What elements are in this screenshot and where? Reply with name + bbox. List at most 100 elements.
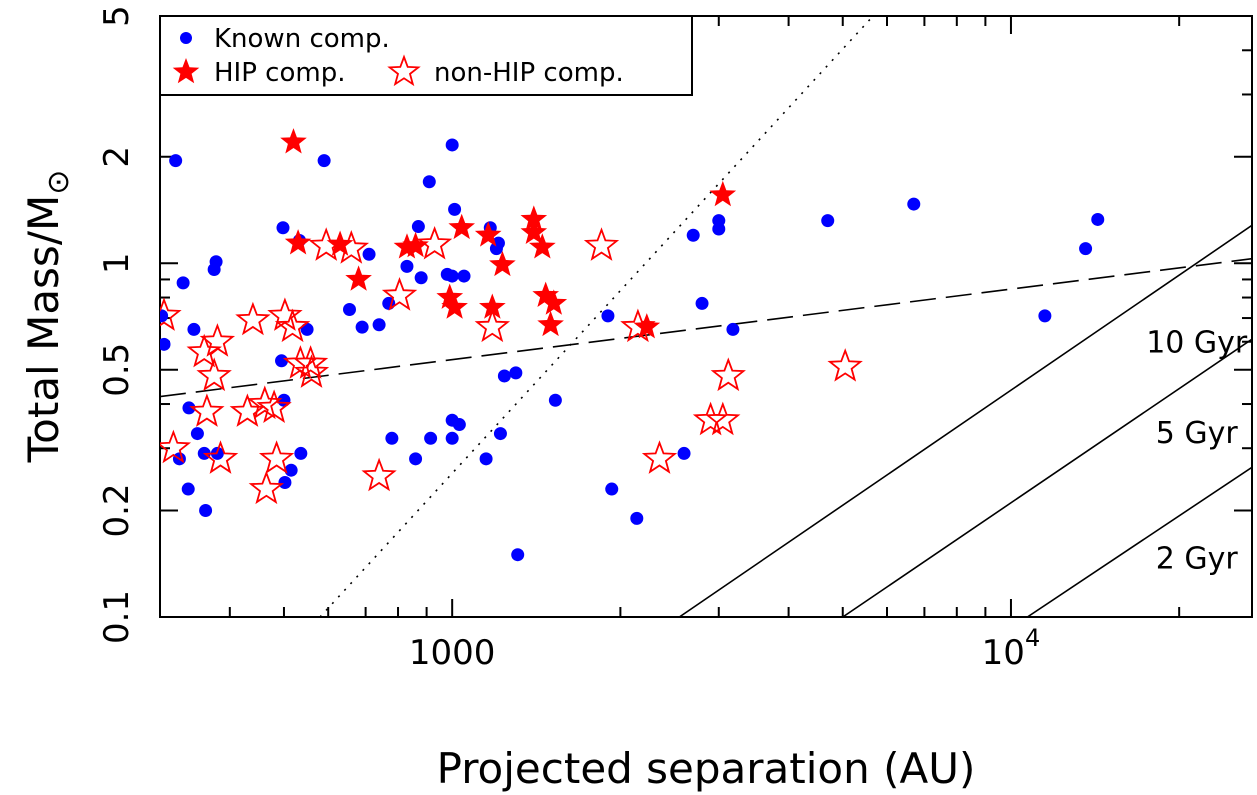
known-comp-point [445, 138, 459, 152]
legend-nonhip-marker [387, 54, 421, 87]
non-hip-comp-point [293, 354, 330, 388]
known-comp-point [457, 269, 471, 283]
non-hip-comp-point [256, 389, 292, 423]
non-hip-comp-point [474, 308, 511, 343]
known-comp-point [209, 255, 223, 269]
non-hip-comp-point [258, 440, 295, 474]
known-comp-point [176, 276, 190, 290]
hip-comp-point [489, 250, 516, 277]
hip-comp-point [479, 293, 506, 319]
y-tick-label: 2 [97, 146, 137, 168]
known-comp-point [400, 259, 414, 273]
known-comp-point [630, 511, 644, 525]
y-tick-label: 1 [97, 252, 137, 274]
known-comp-point [187, 322, 201, 336]
legend: Known comp. HIP comp. non-HIP comp. [159, 15, 693, 96]
known-comp-point [411, 220, 425, 234]
known-comp-point [1091, 212, 1105, 226]
non-hip-comp-point [333, 230, 370, 264]
tick-marks [159, 15, 1252, 618]
hip-comp-point [540, 289, 568, 315]
hip-comp-point [520, 218, 548, 244]
non-hip-comp-point [381, 277, 418, 311]
known-comp-point [160, 309, 169, 323]
non-hip-comp-point [292, 345, 329, 379]
hip-comp-point [537, 310, 564, 337]
tick-labels: 0.1 0.2 0.5 1 2 5 1000 104 [97, 5, 1040, 673]
non-hip-comp-point [199, 323, 236, 357]
known-comp-point [276, 221, 290, 235]
x-tick-label-base: 1000 [409, 633, 496, 673]
known-comp-point [199, 504, 213, 518]
y-axis-label: Total Mass/M⊙ [19, 170, 76, 464]
non-hip-comp-point [267, 297, 303, 331]
known-comp-point [548, 393, 562, 407]
non-hip-comp-point [248, 470, 285, 505]
line-labels: 10 Gyr 5 Gyr 2 Gyr [1146, 325, 1248, 576]
known-comp-point [275, 354, 289, 368]
non-hip-comp-point [196, 357, 232, 392]
known-comp-point [491, 236, 505, 250]
known-comp-point [190, 427, 204, 441]
known-comp-point [605, 482, 619, 496]
age-line-label: 2 Gyr [1156, 542, 1239, 577]
x-tick-label: 1000 [409, 633, 496, 673]
non-hip-comp-point [160, 297, 182, 331]
y-tick-label: 0.1 [97, 590, 137, 644]
known-comp-point [677, 446, 691, 460]
legend-box [159, 15, 693, 96]
x-tick-label: 104 [982, 624, 1041, 673]
legend-nonhip-label: non-HIP comp. [434, 58, 624, 88]
x-tick-label-exponent: 4 [1025, 624, 1040, 652]
data-points [160, 19, 1105, 562]
known-comp-point [181, 482, 195, 496]
known-comp-point [511, 548, 525, 562]
age-line-label: 5 Gyr [1156, 416, 1239, 451]
known-comp-point [445, 431, 459, 445]
known-comp-point [445, 269, 459, 283]
known-comp-point [169, 154, 183, 168]
known-comp-point [726, 322, 740, 336]
known-comp-point [1079, 242, 1093, 256]
y-tick-label: 0.2 [97, 483, 137, 537]
non-hip-comp-point [692, 401, 729, 436]
hip-comp-point [402, 231, 429, 258]
known-comp-point [342, 303, 356, 317]
non-hip-comp-point [186, 333, 222, 368]
x-tick-label-base: 10 [982, 633, 1025, 673]
known-comp-point [712, 222, 726, 236]
known-comp-point [317, 154, 331, 168]
hip-comp-point [345, 265, 372, 291]
legend-known-label: Known comp. [214, 24, 390, 54]
known-comp-point [278, 476, 292, 490]
known-comp-point [182, 401, 196, 415]
known-comp-point [695, 296, 709, 310]
known-comp-point [372, 318, 386, 332]
non-hip-comp-point [583, 227, 620, 261]
known-comp-point [160, 337, 171, 351]
non-hip-comp-point [274, 308, 311, 343]
known-comp-point [1038, 309, 1052, 323]
non-hip-comp-point [160, 429, 192, 464]
dashed-line [160, 257, 1252, 398]
model-lines [160, 18, 1252, 617]
known-comp-point [284, 463, 298, 477]
x-axis-label: Projected separation (AU) [437, 744, 976, 793]
non-hip-comp-point [189, 393, 225, 427]
hip-comp-point [441, 293, 468, 319]
non-hip-comp-point [620, 308, 656, 343]
legend-nonhip-star [387, 54, 421, 87]
non-hip-comp-point [416, 225, 453, 260]
non-hip-comp-point [235, 301, 271, 336]
legend-known-marker [180, 32, 192, 44]
hip-comp-point [284, 229, 312, 255]
legend-hip-marker [172, 58, 200, 84]
solid-line [842, 338, 1252, 617]
non-hip-comp-point [641, 440, 678, 474]
known-comp-point [907, 197, 921, 211]
non-hip-comp-point [827, 348, 863, 382]
hip-comp-point [474, 221, 502, 247]
known-comp-point [452, 418, 466, 432]
non-hip-comp-point [202, 440, 239, 474]
